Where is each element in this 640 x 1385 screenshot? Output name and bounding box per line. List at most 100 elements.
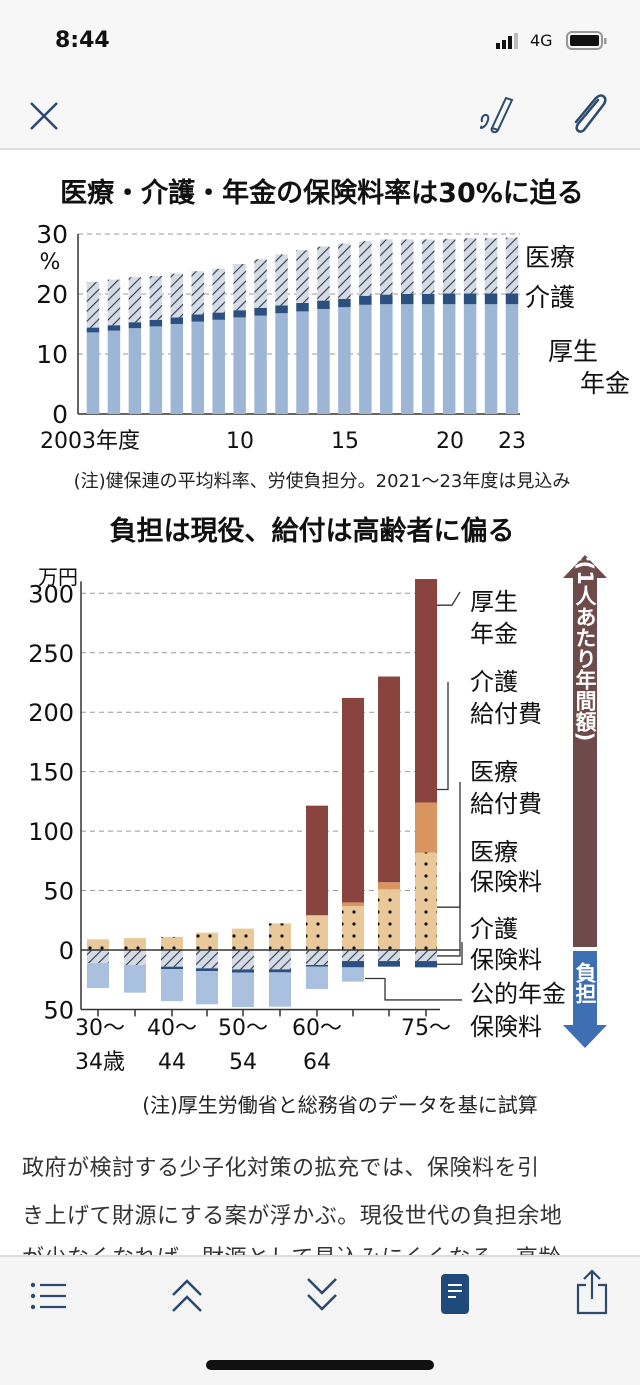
bar-segment-介護-2007 [170, 317, 184, 324]
network-type: 4G [530, 31, 553, 50]
leader-line [365, 977, 462, 1001]
bar-segment-介護-2020 [442, 293, 456, 305]
legend-label-介護保険料: 保険料 [470, 946, 542, 974]
bar-segment-医療-2014 [317, 246, 330, 301]
x-tick-label: 64 [303, 1050, 331, 1075]
chart1-title: 医療・介護・年金の保険料率は30%に迫る [60, 177, 584, 209]
home-indicator[interactable] [206, 1360, 434, 1370]
bar-segment-介護給付費-60〜64 [306, 915, 328, 916]
article-line-2: き上げて財源にする案が浮かぶ。現役世代の負担余地 [22, 1204, 563, 1229]
y-axis-unit: % [40, 250, 61, 275]
bar-segment-介護-2016 [359, 295, 372, 305]
bar-segment-医療-2010 [233, 264, 246, 311]
leader-line [437, 782, 461, 908]
next-icon[interactable] [305, 1277, 339, 1313]
bar-segment-厚生年金-2012 [275, 313, 288, 414]
bar-segment-医療給付費-65〜69 [342, 906, 364, 950]
chart1-note: (注)健保連の平均料率、労使負担分。2021〜23年度は見込み [74, 471, 571, 492]
y-tick-label: 20 [36, 280, 68, 309]
bar-segment-医療-2022 [484, 238, 498, 294]
bar-segment-医療保険料-70〜74 [378, 950, 400, 962]
burden-arrow-label: 負担 [573, 961, 597, 1004]
legend-label-公的年金保険料: 保険料 [470, 1013, 542, 1041]
x-tick-label: 30〜 [75, 1016, 125, 1041]
bar-segment-介護-2008 [191, 314, 204, 322]
bar-segment-厚生年金-2015 [338, 307, 351, 414]
bar-segment-厚生年金-60〜64 [306, 805, 328, 916]
legend-label-医療給付費: 医療 [470, 758, 518, 786]
bar-segment-公的年金保険料-50〜54 [232, 972, 254, 1008]
bar-segment-医療-2023 [505, 237, 519, 294]
bar-segment-厚生年金-2009 [212, 319, 225, 414]
bar-segment-介護保険料-40〜44 [161, 966, 183, 970]
bar-segment-厚生年金-2004 [107, 330, 121, 414]
bar-segment-介護保険料-50〜54 [232, 969, 254, 973]
bar-segment-医療給付費-70〜74 [378, 889, 400, 950]
bar-segment-介護給付費-70〜74 [378, 882, 400, 890]
bar-segment-医療-2003 [86, 282, 100, 328]
y-axis-unit: 万円 [38, 565, 78, 589]
bar-segment-医療-2007 [170, 273, 184, 318]
share-icon[interactable] [575, 1269, 609, 1315]
bar-segment-厚生年金-2021 [463, 304, 477, 414]
leader-line [437, 682, 449, 791]
bar-segment-医療-2008 [191, 271, 204, 315]
bar-segment-医療-2005 [128, 277, 142, 323]
bar-segment-厚生年金-2014 [317, 309, 330, 414]
list-icon[interactable] [30, 1279, 68, 1313]
article-line-1: 政府が検討する少子化対策の拡充では、保険料を引 [22, 1156, 540, 1181]
legend-label-医療給付費: 給付費 [470, 790, 542, 818]
bar-segment-医療給付費-55〜59 [269, 923, 291, 950]
y-tick-label: 0 [52, 400, 68, 429]
x-tick-label: 60〜 [292, 1016, 342, 1041]
bar-segment-医療給付費-50〜54 [232, 928, 254, 950]
bar-segment-医療-2004 [107, 279, 121, 326]
x-tick-label: 23 [498, 429, 526, 454]
bar-segment-介護-2012 [275, 305, 288, 314]
signature-pen-icon[interactable] [476, 90, 520, 134]
bar-segment-厚生年金-2005 [128, 328, 142, 414]
document-icon[interactable] [440, 1273, 470, 1315]
legend-label-介護給付費: 給付費 [470, 700, 542, 728]
bar-segment-介護-2006 [149, 319, 163, 327]
y-tick-label: 30 [36, 220, 68, 249]
chart2-note: (注)厚生労働省と総務省のデータを基に試算 [142, 1093, 538, 1117]
bar-segment-医療-2021 [463, 238, 477, 294]
legend-label-医療: 医療 [525, 243, 575, 272]
bar-segment-厚生年金-2013 [296, 311, 309, 414]
leader-line [437, 942, 463, 965]
bar-segment-公的年金保険料-60〜64 [306, 966, 328, 989]
close-icon[interactable] [28, 100, 60, 132]
charts-area: 医療・介護・年金の保険料率は30%に迫る 0 10 20 30% 2003年度 10 15 2… [28, 177, 630, 1117]
burden-arrow [563, 951, 607, 1048]
bar-segment-介護-2023 [505, 293, 519, 305]
bar-segment-厚生年金-2018 [401, 304, 414, 414]
status-time: 8:44 [55, 28, 110, 53]
x-tick-label: 75〜 [401, 1016, 451, 1041]
bar-segment-介護-2022 [484, 293, 498, 305]
bar-segment-医療給付費-60〜64 [306, 915, 328, 950]
benefit-arrow [563, 555, 607, 947]
legend-label-厚生年金: 厚生 [548, 337, 598, 366]
bar-segment-介護保険料-45〜49 [196, 968, 218, 972]
bar-segment-医療保険料-40〜44 [161, 950, 183, 967]
leader-line [437, 872, 461, 957]
bar-segment-公的年金保険料-35〜39 [124, 964, 146, 993]
legend-label-介護給付費: 介護 [470, 668, 518, 696]
bar-segment-介護-2011 [254, 307, 267, 316]
bar-segment-医療保険料-75〜 [415, 950, 437, 962]
bar-segment-医療保険料-50〜54 [232, 950, 254, 970]
bar-segment-厚生年金-2010 [233, 317, 246, 414]
bar-segment-医療-2019 [421, 239, 435, 294]
previous-icon[interactable] [170, 1277, 204, 1313]
bar-segment-介護-2019 [421, 294, 435, 305]
leader-line [437, 591, 461, 606]
x-tick-label: 2003年度 [40, 429, 140, 454]
bar-segment-厚生年金-2011 [254, 315, 267, 414]
bar-segment-医療保険料-55〜59 [269, 950, 291, 970]
bar-segment-医療保険料-35〜39 [124, 950, 146, 965]
legend-label-公的年金保険料: 公的年金 [470, 980, 566, 1008]
bar-segment-介護-2004 [107, 325, 121, 331]
paperclip-icon[interactable] [566, 90, 610, 136]
bar-segment-厚生年金-2006 [149, 326, 163, 414]
